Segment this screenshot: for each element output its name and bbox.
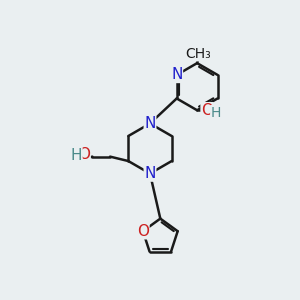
Text: O: O: [137, 224, 149, 239]
Text: O: O: [201, 103, 213, 118]
Text: H: H: [70, 148, 82, 163]
Text: N: N: [144, 166, 156, 181]
Text: H: H: [211, 106, 221, 120]
Text: N: N: [144, 116, 156, 131]
Text: CH₃: CH₃: [186, 47, 211, 61]
Text: N: N: [171, 68, 182, 82]
Text: O: O: [78, 147, 90, 162]
